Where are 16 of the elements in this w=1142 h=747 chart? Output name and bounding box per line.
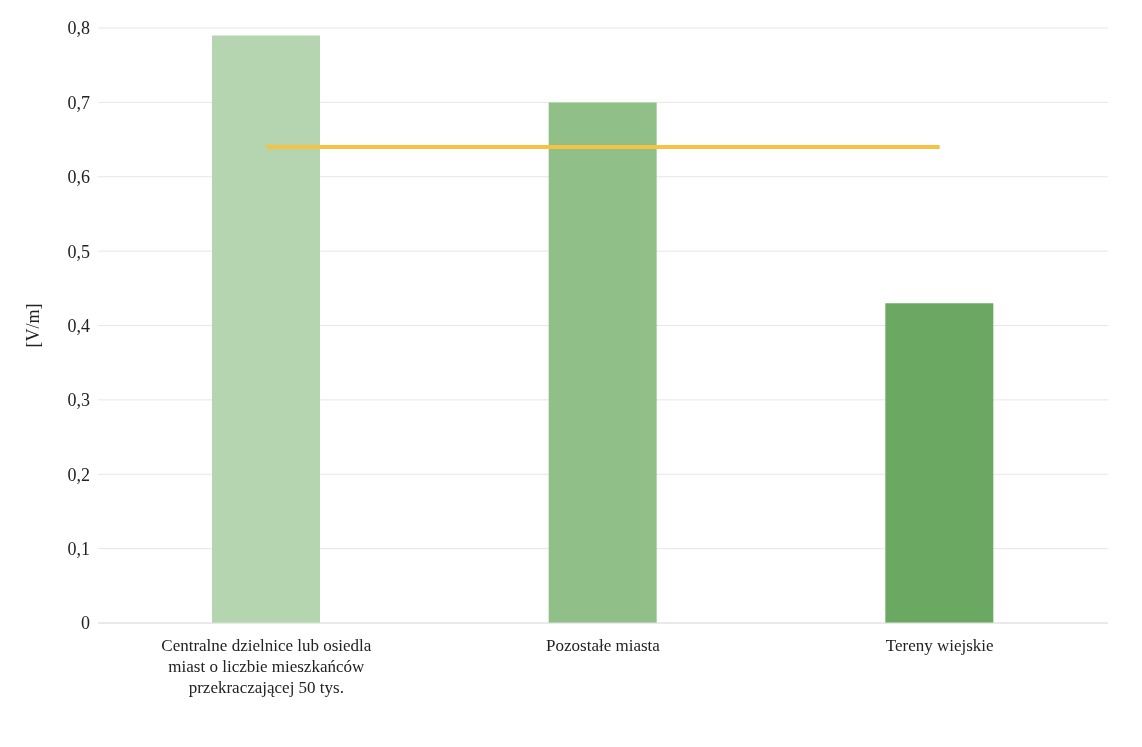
y-tick-label: 0,7	[67, 92, 90, 113]
y-tick-label: 0,6	[67, 167, 90, 188]
y-axis-title: [V/m]	[23, 303, 44, 348]
bar	[548, 102, 657, 623]
x-tick-label: Centralne dzielnice lub osiedla miast o liczbie mieszkańców przekraczającej 50 tys.	[161, 636, 372, 697]
bar	[885, 303, 994, 623]
x-tick-label: Pozostałe miasta	[546, 636, 661, 655]
y-tick-label: 0,5	[67, 241, 90, 262]
y-tick-label: 0,2	[67, 464, 90, 485]
y-tick-label: 0,8	[67, 18, 90, 39]
y-tick-label: 0,3	[67, 390, 90, 411]
y-tick-label: 0,1	[67, 539, 90, 560]
x-tick-label: Tereny wiejskie	[885, 636, 994, 655]
y-tick-label: 0	[81, 613, 90, 634]
y-tick-label: 0,4	[67, 315, 90, 336]
bar	[212, 35, 320, 623]
